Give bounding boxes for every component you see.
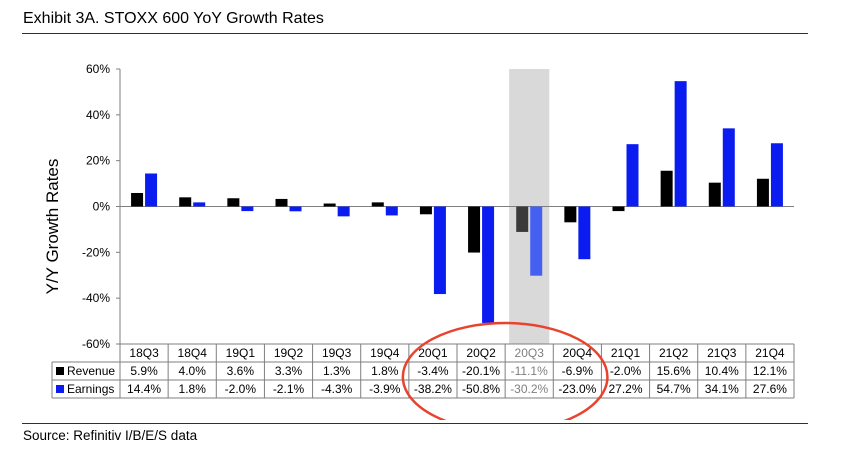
data-label: 4.0% (179, 364, 207, 378)
revenue-bar (612, 206, 625, 212)
data-label: -4.3% (321, 382, 353, 396)
earnings-bar (722, 128, 735, 207)
revenue-bar (564, 206, 577, 223)
revenue-bar (660, 170, 673, 207)
data-label: 1.8% (179, 382, 207, 396)
earnings-bar (385, 206, 398, 216)
category-label: 19Q4 (370, 346, 400, 360)
data-label: -23.0% (558, 382, 596, 396)
revenue-bar (371, 202, 384, 207)
y-tick-label: 40% (86, 108, 110, 122)
revenue-bar (708, 182, 721, 207)
category-label: 21Q1 (611, 346, 641, 360)
source-note: Source: Refinitiv I/B/E/S data (23, 428, 198, 443)
earnings-bar (193, 202, 206, 207)
data-label: 27.2% (608, 382, 642, 396)
data-label: -3.4% (417, 364, 449, 378)
data-label: 3.3% (275, 364, 303, 378)
growth-rates-chart: 60% 40% 20% 0% -20% -40% -60% Y/Y Growth Rates 1… (43, 62, 795, 420)
data-label: 10.4% (705, 364, 739, 378)
category-label: 20Q3 (515, 346, 545, 360)
data-label: 1.3% (323, 364, 351, 378)
earnings-bar (241, 206, 254, 212)
category-label: 19Q1 (226, 346, 256, 360)
category-label: 20Q4 (563, 346, 593, 360)
data-label: -20.1% (462, 364, 500, 378)
data-label: 34.1% (705, 382, 739, 396)
data-label: 15.6% (657, 364, 691, 378)
highlight-circle (401, 321, 609, 420)
data-label: 27.6% (753, 382, 787, 396)
category-label: 20Q1 (418, 346, 448, 360)
revenue-bar (275, 198, 288, 207)
y-tick-label: -40% (82, 291, 110, 305)
earnings-bar (770, 143, 783, 207)
category-label: 18Q3 (129, 346, 159, 360)
data-label: 54.7% (657, 382, 691, 396)
legend-key (56, 367, 64, 375)
earnings-bar (337, 206, 350, 217)
earnings-bar (626, 144, 639, 207)
earnings-bar (145, 173, 158, 207)
y-axis-title: Y/Y Growth Rates (43, 159, 62, 295)
data-label: 1.8% (371, 364, 399, 378)
revenue-bar (756, 178, 769, 207)
earnings-bar (433, 206, 446, 295)
category-label: 18Q4 (178, 346, 208, 360)
legend-key (56, 385, 64, 393)
exhibit-title: Exhibit 3A. STOXX 600 YoY Growth Rates (23, 10, 324, 27)
category-label: 20Q2 (466, 346, 496, 360)
earnings-bar (289, 206, 302, 212)
revenue-bar (227, 198, 240, 207)
y-tick-label: -20% (82, 245, 110, 259)
data-label: -2.0% (610, 364, 642, 378)
data-label: -2.1% (273, 382, 305, 396)
category-label: 19Q3 (322, 346, 352, 360)
data-label: -6.9% (562, 364, 594, 378)
data-label: -2.0% (225, 382, 257, 396)
data-label: 5.9% (130, 364, 158, 378)
y-tick-label: 0% (93, 200, 111, 214)
data-label: -3.9% (369, 382, 401, 396)
data-label: -30.2% (510, 382, 548, 396)
bottom-rule (22, 423, 808, 424)
category-label: 21Q2 (659, 346, 689, 360)
category-label: 21Q4 (755, 346, 785, 360)
revenue-bar (323, 203, 336, 207)
revenue-bar (419, 206, 432, 215)
revenue-bar (131, 192, 144, 207)
earnings-bar (530, 206, 543, 276)
y-tick-label: 60% (86, 62, 110, 76)
earnings-bar (578, 206, 591, 260)
category-label: 21Q3 (707, 346, 737, 360)
earnings-bar (674, 81, 687, 207)
series-name: Revenue (67, 364, 115, 378)
revenue-bar (468, 206, 481, 253)
revenue-bar (179, 197, 192, 207)
data-label: -50.8% (462, 382, 500, 396)
data-label: 14.4% (127, 382, 161, 396)
revenue-bar (516, 206, 529, 232)
category-label: 19Q2 (274, 346, 304, 360)
top-rule (22, 33, 808, 34)
y-tick-label: -60% (82, 337, 110, 351)
data-label: 3.6% (227, 364, 255, 378)
data-label: -11.1% (511, 364, 548, 378)
data-label: -38.2% (414, 382, 452, 396)
earnings-bar (482, 206, 495, 323)
y-tick-label: 20% (86, 154, 110, 168)
series-name: Earnings (67, 382, 114, 396)
data-label: 12.1% (753, 364, 787, 378)
